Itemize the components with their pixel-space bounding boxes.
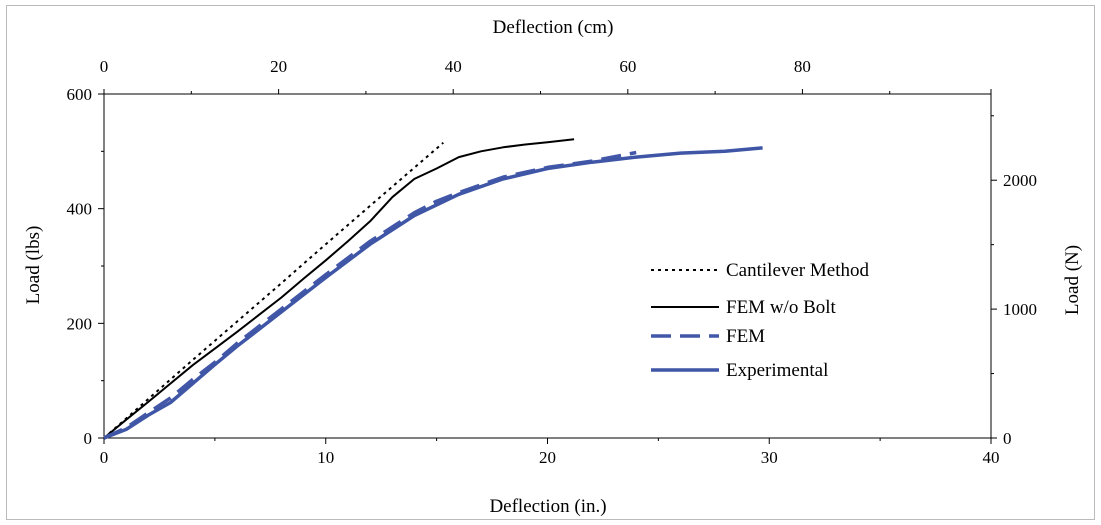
y2-tick-label: 0 [1003, 429, 1012, 448]
y-tick-label: 400 [67, 200, 93, 219]
legend-label-fem: FEM [726, 326, 765, 347]
x2-tick-label: 0 [100, 57, 109, 76]
y-axis-title: Load (lbs) [23, 226, 44, 305]
x2-tick-label: 40 [445, 57, 462, 76]
x2-axis-title: Deflection (cm) [493, 17, 614, 38]
y2-tick-label: 1000 [1003, 300, 1037, 319]
y-tick-label: 0 [84, 429, 93, 448]
y-tick-label: 600 [67, 85, 93, 104]
x-axis-title: Deflection (in.) [489, 496, 606, 517]
x-tick-label: 40 [983, 448, 1000, 467]
axes-layer [98, 89, 997, 444]
legend-label-cantilever-method: Cantilever Method [726, 260, 869, 281]
x2-tick-label: 20 [270, 57, 287, 76]
series-line-fem-w-o-bolt [103, 138, 575, 439]
x2-tick-label: 80 [794, 57, 811, 76]
y2-axis-title: Load (N) [1062, 245, 1083, 315]
x-tick-label: 30 [761, 448, 778, 467]
legend: Cantilever Method FEM w/o Bolt FEM Exper… [651, 260, 869, 381]
chart-border [6, 5, 1095, 520]
series-layer [103, 138, 763, 440]
series-line-experimental [103, 146, 763, 440]
y2-tick-label: 2000 [1003, 171, 1037, 190]
x2-tick-label: 60 [619, 57, 636, 76]
legend-label-fem-without-bolt: FEM w/o Bolt [726, 297, 837, 318]
x-tick-label: 20 [539, 448, 556, 467]
x-tick-label: 10 [317, 448, 334, 467]
series-line-cantilever-method [103, 141, 444, 439]
legend-label-experimental: Experimental [726, 360, 828, 381]
y-tick-label: 200 [67, 314, 93, 333]
x-tick-label: 0 [100, 448, 109, 467]
